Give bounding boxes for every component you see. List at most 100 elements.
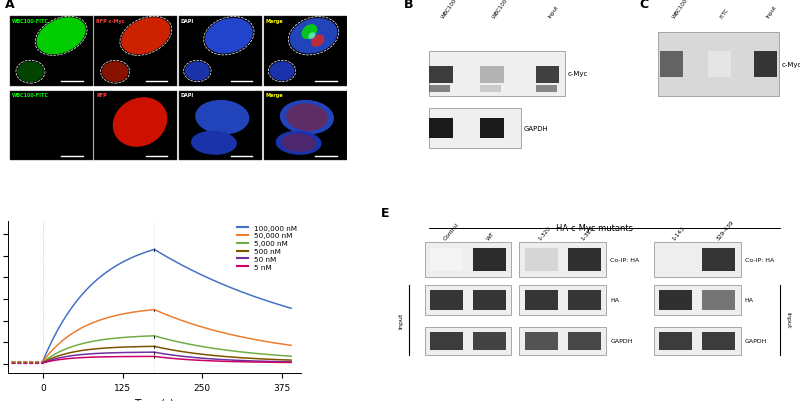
Text: GAPDH: GAPDH <box>610 338 633 344</box>
500 nM <box>68 350 78 354</box>
100,000 nM <box>150 247 159 252</box>
Bar <box>430 290 463 310</box>
Line: 50,000 nM: 50,000 nM <box>43 310 154 361</box>
5,000 nM <box>59 348 69 352</box>
Text: 329-439: 329-439 <box>715 219 734 241</box>
Text: 1-143: 1-143 <box>672 225 686 241</box>
Bar <box>430 332 463 350</box>
Text: Input: Input <box>766 5 778 19</box>
5,000 nM <box>150 334 159 338</box>
50,000 nM <box>38 359 48 364</box>
Ellipse shape <box>205 19 253 55</box>
5,000 nM <box>38 360 48 365</box>
Text: WT: WT <box>486 231 496 241</box>
Bar <box>429 119 453 139</box>
Text: c-Myc: c-Myc <box>568 71 588 77</box>
Bar <box>568 249 601 271</box>
Bar <box>179 92 262 161</box>
500 nM <box>150 344 159 349</box>
Ellipse shape <box>102 62 129 83</box>
50 nM <box>38 360 48 365</box>
Text: WBC100-FITC: WBC100-FITC <box>671 0 697 19</box>
500 nM <box>45 357 54 362</box>
5,000 nM <box>42 356 52 361</box>
Bar <box>429 85 450 92</box>
Bar <box>474 249 506 271</box>
Bar <box>525 249 558 271</box>
Text: WBC100+WBC100-FITC: WBC100+WBC100-FITC <box>492 0 533 19</box>
Bar <box>702 290 735 310</box>
X-axis label: Time (s): Time (s) <box>134 397 174 401</box>
Bar <box>264 17 346 86</box>
Bar <box>429 109 521 148</box>
Bar <box>659 332 692 350</box>
50,000 nM <box>150 308 159 312</box>
50,000 nM <box>45 351 54 356</box>
5 nM <box>140 354 150 359</box>
500 nM <box>144 344 154 349</box>
Ellipse shape <box>191 132 237 156</box>
Text: Merge: Merge <box>266 19 283 24</box>
Bar <box>264 92 346 161</box>
Ellipse shape <box>311 35 324 48</box>
Bar <box>474 332 506 350</box>
50 nM <box>140 350 150 355</box>
Text: A: A <box>5 0 14 10</box>
Text: c-Myc: c-Myc <box>782 62 800 68</box>
50,000 nM <box>42 353 52 358</box>
Text: GAPDH: GAPDH <box>524 126 549 132</box>
Bar <box>94 92 178 161</box>
Text: Co-IP: HA: Co-IP: HA <box>745 257 774 262</box>
50 nM <box>150 350 159 355</box>
Text: 1-328: 1-328 <box>581 225 595 241</box>
Bar <box>519 285 606 315</box>
500 nM <box>59 352 69 357</box>
Line: 500 nM: 500 nM <box>43 346 154 363</box>
Ellipse shape <box>308 33 315 40</box>
Ellipse shape <box>302 25 318 40</box>
Text: WBC100-FITC: WBC100-FITC <box>11 19 48 24</box>
50,000 nM <box>140 308 150 313</box>
Ellipse shape <box>37 18 86 55</box>
50 nM <box>42 359 52 364</box>
Bar <box>94 17 178 86</box>
Text: Co-IP: HA: Co-IP: HA <box>610 257 639 262</box>
Ellipse shape <box>280 101 334 135</box>
Bar <box>708 53 731 78</box>
100,000 nM <box>140 250 150 255</box>
Text: GAPDH: GAPDH <box>745 338 767 344</box>
Bar <box>480 119 503 139</box>
Bar <box>525 332 558 350</box>
5 nM <box>150 354 159 359</box>
5 nM <box>45 359 54 364</box>
Bar <box>480 85 501 92</box>
Bar <box>660 53 683 78</box>
Bar <box>429 67 453 84</box>
Bar <box>519 243 606 277</box>
Ellipse shape <box>185 62 210 81</box>
Ellipse shape <box>270 62 294 81</box>
Text: Input: Input <box>786 312 790 328</box>
Bar <box>568 290 601 310</box>
Bar <box>519 328 606 355</box>
Bar <box>10 17 93 86</box>
Line: 5 nM: 5 nM <box>43 356 154 363</box>
Text: Merge: Merge <box>266 93 283 98</box>
5 nM <box>59 357 69 362</box>
Bar <box>474 290 506 310</box>
100,000 nM <box>38 358 48 363</box>
Ellipse shape <box>281 134 316 153</box>
Bar <box>702 249 735 271</box>
50 nM <box>59 355 69 360</box>
Line: 50 nM: 50 nM <box>43 352 154 363</box>
5 nM <box>38 360 48 365</box>
50 nM <box>45 358 54 363</box>
Ellipse shape <box>113 98 167 148</box>
50,000 nM <box>68 331 78 336</box>
Bar <box>754 53 778 78</box>
Ellipse shape <box>290 19 338 55</box>
Text: HA: HA <box>745 298 754 303</box>
Text: B: B <box>404 0 413 10</box>
Bar <box>10 92 93 161</box>
5,000 nM <box>144 334 154 338</box>
